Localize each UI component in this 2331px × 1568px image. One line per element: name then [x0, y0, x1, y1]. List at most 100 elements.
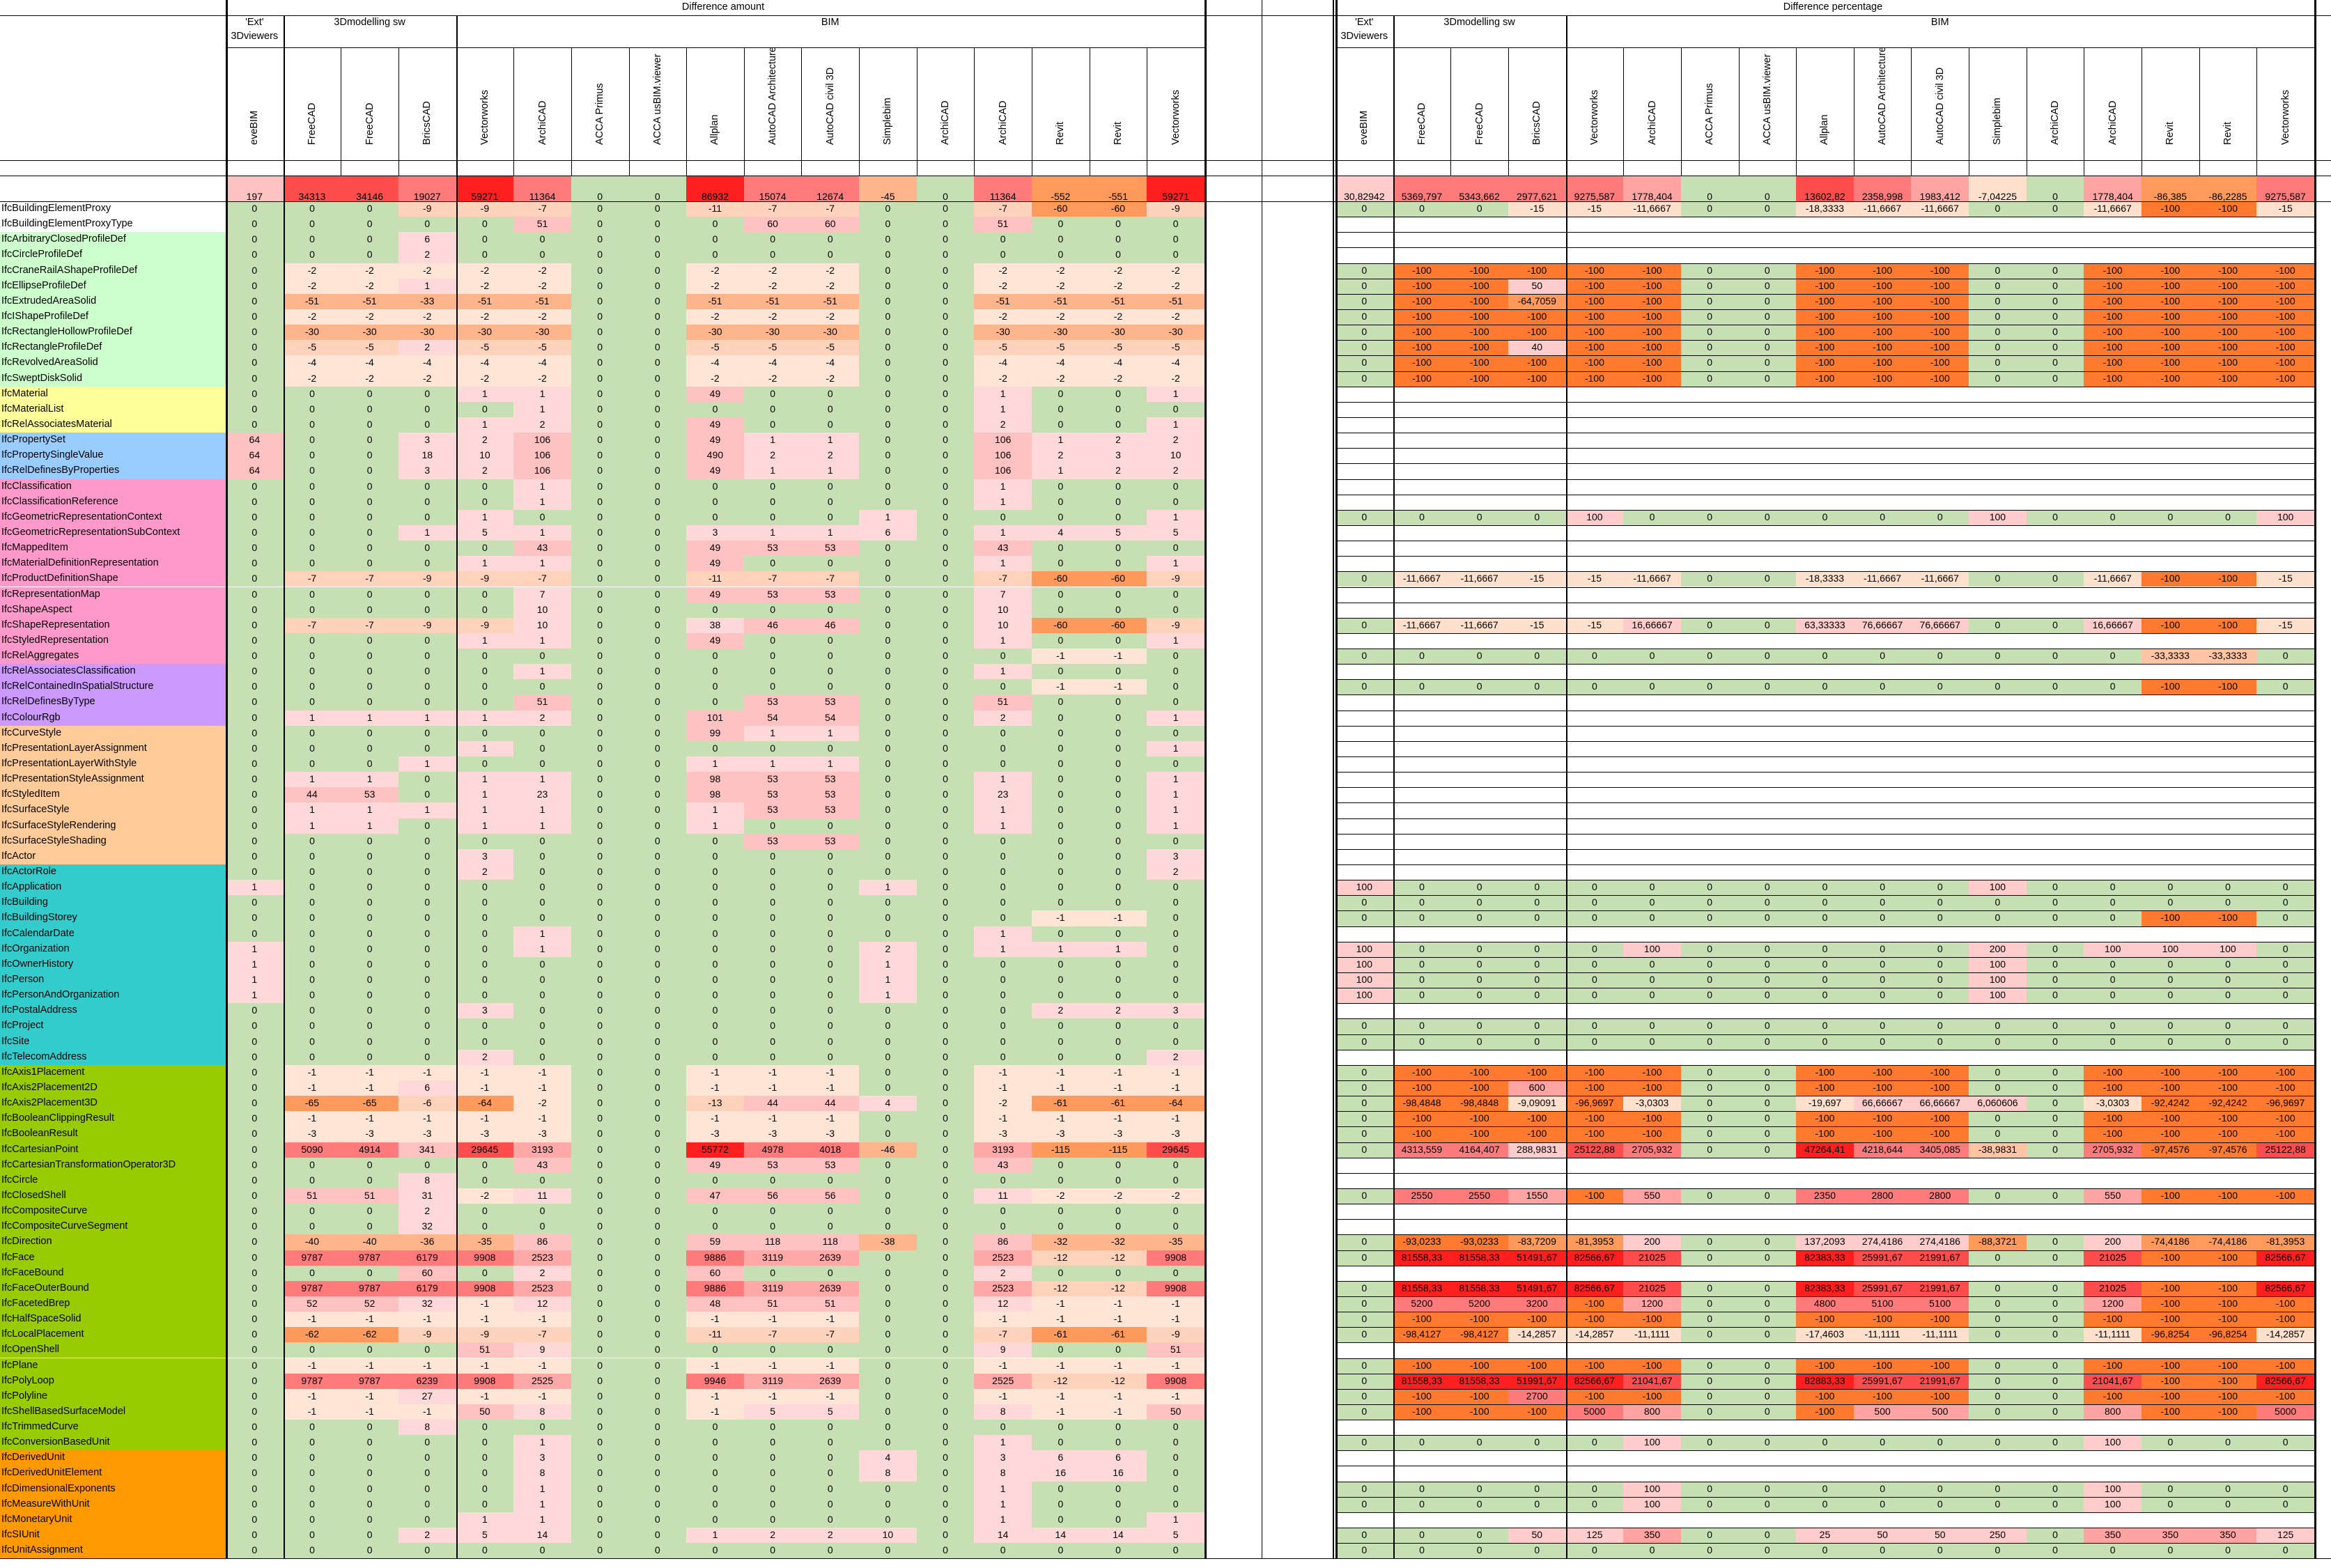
percentage-cell-empty [2256, 725, 2314, 741]
amount-cell: 0 [571, 1466, 629, 1482]
percentage-cell: -100 [2142, 371, 2199, 387]
percentage-column-header-label: ArchiCAD [1646, 100, 1658, 145]
percentage-cell: -100 [1450, 371, 1508, 387]
percentage-cell: -100 [1853, 1312, 1912, 1328]
amount-cell: 0 [743, 247, 802, 263]
amount-cell: 32 [398, 1296, 456, 1312]
amount-cell: -35 [456, 1234, 514, 1250]
amount-cell: -9 [1147, 201, 1205, 217]
percentage-cell: -100 [2256, 1064, 2314, 1080]
percentage-cell: 0 [2199, 988, 2257, 1004]
percentage-cell: -100 [2142, 1358, 2199, 1374]
percentage-cell: 21025 [1623, 1250, 1681, 1266]
amount-cell: 9908 [1147, 1280, 1205, 1296]
percentage-cell-empty [1450, 818, 1508, 834]
percentage-cell: -11,1111 [1911, 1327, 1969, 1343]
percentage-cell: 0 [1393, 509, 1451, 525]
amount-cell: -9 [456, 617, 514, 633]
amount-cell: 0 [1032, 1496, 1090, 1512]
amount-cell: -1 [1032, 679, 1090, 695]
amount-cell: 0 [513, 956, 571, 972]
percentage-cell: -100 [2199, 571, 2257, 587]
amount-cell: 0 [628, 1280, 687, 1296]
percentage-cell: -100 [1911, 263, 1969, 279]
amount-cell: 0 [1032, 1342, 1090, 1358]
amount-cell: 0 [628, 217, 687, 233]
percentage-cell-empty [2084, 247, 2142, 263]
percentage-cell-empty [1623, 833, 1681, 849]
amount-cell: 0 [398, 417, 456, 433]
percentage-cell-empty [1969, 1157, 2027, 1173]
percentage-cell-empty [1680, 525, 1739, 541]
amount-cell: 0 [859, 679, 917, 695]
percentage-cell-empty [2199, 401, 2257, 417]
amount-cell: 0 [456, 217, 514, 233]
amount-cell: -1 [341, 1080, 398, 1096]
percentage-cell-empty [2026, 1420, 2084, 1436]
amount-cell: 0 [628, 1265, 687, 1281]
percentage-cell-empty [1565, 1204, 1624, 1220]
percentage-cell-empty [2084, 926, 2142, 942]
percentage-cell: -100 [2199, 293, 2257, 309]
amount-cell: 0 [628, 772, 687, 788]
amount-cell: 0 [859, 571, 917, 587]
amount-cell: 0 [226, 756, 284, 773]
amount-cell: 27 [398, 1388, 456, 1404]
amount-cell: -5 [743, 340, 802, 356]
percentage-cell-empty [2199, 802, 2257, 818]
percentage-column-header: Vectorworks [1566, 47, 1624, 160]
amount-cell: 38 [686, 617, 744, 633]
percentage-cell: 2350 [1796, 1188, 1854, 1204]
percentage-cell-empty [2142, 1219, 2199, 1235]
amount-cell: 0 [628, 1420, 687, 1436]
amount-cell: 3193 [513, 1142, 571, 1158]
amount-cell: 0 [801, 1003, 860, 1019]
amount-cell: 7 [513, 587, 571, 603]
amount-cell: 0 [628, 1435, 687, 1451]
ifc-entity-label: IfcMeasureWithUnit [0, 1496, 226, 1512]
amount-cell: 0 [283, 1204, 341, 1220]
percentage-cell-empty [1853, 1512, 1912, 1528]
percentage-cell: 0 [1969, 1435, 2027, 1451]
percentage-cell: -100 [1623, 355, 1681, 371]
amount-cell: 53 [743, 541, 802, 557]
amount-cell: 0 [974, 833, 1032, 849]
amount-cell: 0 [859, 772, 917, 788]
percentage-cell: 0 [1335, 293, 1393, 309]
amount-cell: 0 [571, 1034, 629, 1050]
amount-cell: 0 [398, 772, 456, 788]
percentage-cell: -100 [1393, 1388, 1451, 1404]
percentage-cell: -100 [2084, 1312, 2142, 1328]
amount-cell: 0 [456, 247, 514, 263]
amount-cell: 0 [341, 1204, 398, 1220]
percentage-cell: 0 [2026, 972, 2084, 988]
percentage-cell: 0 [1796, 972, 1854, 988]
percentage-cell: 63,33333 [1796, 617, 1854, 633]
percentage-cell-empty [1969, 1049, 2027, 1065]
percentage-cell-empty [2026, 664, 2084, 680]
amount-cell: -2 [686, 371, 744, 387]
amount-cell: 1 [1147, 787, 1205, 803]
amount-cell: 0 [686, 1450, 744, 1466]
amount-cell: -2 [801, 309, 860, 325]
grid-line [2199, 47, 2200, 176]
grid-line [801, 47, 803, 176]
amount-cell: -2 [456, 371, 514, 387]
percentage-cell: -96,9697 [1565, 1096, 1624, 1112]
amount-cell: 0 [513, 880, 571, 896]
ifc-entity-label: IfcFace [0, 1250, 226, 1266]
amount-cell: 0 [341, 541, 398, 557]
grid-line [2256, 47, 2258, 176]
amount-cell: -60 [1032, 571, 1090, 587]
amount-cell: 1 [743, 756, 802, 773]
amount-cell: 2 [513, 1265, 571, 1281]
amount-cell: -1 [686, 1312, 744, 1328]
amount-cell: 0 [226, 1404, 284, 1420]
percentage-cell: 0 [1680, 895, 1739, 911]
percentage-cell: 0 [1853, 988, 1912, 1004]
amount-cell: 0 [571, 787, 629, 803]
percentage-cell: 0 [1393, 988, 1451, 1004]
percentage-cell: 0 [1738, 1064, 1797, 1080]
percentage-cell: 81558,33 [1450, 1280, 1508, 1296]
amount-cell: 0 [283, 1049, 341, 1065]
